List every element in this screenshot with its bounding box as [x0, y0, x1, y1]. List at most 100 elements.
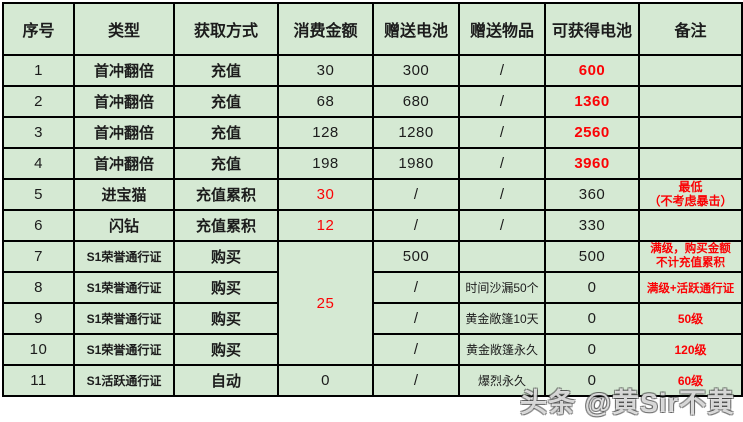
method-cell: 充值累积: [173, 178, 279, 211]
method-cell: 自动: [173, 364, 279, 397]
gift-item-cell: 爆烈永久: [458, 364, 546, 397]
type-cell: S1荣誉通行证: [73, 302, 175, 335]
gift-battery-cell: /: [372, 209, 460, 242]
table-row: 1 首冲翻倍 充值 30 300 / 600: [2, 54, 743, 87]
seq-cell: 4: [2, 147, 75, 180]
battery-total-cell: 2560: [544, 116, 640, 149]
header-seq: 序号: [2, 2, 75, 56]
battery-total-cell: 500: [544, 240, 640, 273]
header-battery-total: 可获得电池: [544, 2, 640, 56]
gift-item-cell: /: [458, 178, 546, 211]
remark-cell: [638, 116, 743, 149]
header-type: 类型: [73, 2, 175, 56]
gift-battery-cell: /: [372, 178, 460, 211]
remark-cell: 120级: [638, 333, 743, 366]
gift-battery-cell: /: [372, 333, 460, 366]
gift-item-cell: 黄金敞篷10天: [458, 302, 546, 335]
seq-cell: 1: [2, 54, 75, 87]
battery-total-cell: 360: [544, 178, 640, 211]
seq-cell: 9: [2, 302, 75, 335]
gift-item-cell: /: [458, 209, 546, 242]
remark-cell: [638, 209, 743, 242]
spend-merged-cell: 25: [277, 240, 374, 366]
seq-cell: 6: [2, 209, 75, 242]
header-gift-item: 赠送物品: [458, 2, 546, 56]
header-row: 序号 类型 获取方式 消费金额 赠送电池 赠送物品 可获得电池 备注: [2, 2, 743, 56]
battery-total-cell: 330: [544, 209, 640, 242]
gift-battery-cell: /: [372, 271, 460, 304]
type-cell: 首冲翻倍: [73, 85, 175, 118]
gift-item-cell: /: [458, 116, 546, 149]
method-cell: 购买: [173, 240, 279, 273]
type-cell: 首冲翻倍: [73, 147, 175, 180]
gift-battery-cell: 500: [372, 240, 460, 273]
type-cell: S1荣誉通行证: [73, 240, 175, 273]
header-method: 获取方式: [173, 2, 279, 56]
type-cell: S1活跃通行证: [73, 364, 175, 397]
gift-battery-cell: /: [372, 302, 460, 335]
spend-cell: 0: [277, 364, 374, 397]
spend-cell: 128: [277, 116, 374, 149]
remark-cell: [638, 85, 743, 118]
gift-battery-cell: 1980: [372, 147, 460, 180]
seq-cell: 11: [2, 364, 75, 397]
table-row: 6 闪钻 充值累积 12 / / 330: [2, 209, 743, 242]
seq-cell: 7: [2, 240, 75, 273]
gift-item-cell: /: [458, 54, 546, 87]
table-row: 11 S1活跃通行证 自动 0 / 爆烈永久 0 60级: [2, 364, 743, 397]
table-row: 2 首冲翻倍 充值 68 680 / 1360: [2, 85, 743, 118]
gift-item-cell: /: [458, 85, 546, 118]
battery-total-cell: 3960: [544, 147, 640, 180]
method-cell: 充值: [173, 54, 279, 87]
method-cell: 购买: [173, 302, 279, 335]
type-cell: S1荣誉通行证: [73, 271, 175, 304]
gift-item-cell: /: [458, 147, 546, 180]
gift-item-cell: [458, 240, 546, 273]
type-cell: 闪钻: [73, 209, 175, 242]
header-spend: 消费金额: [277, 2, 374, 56]
battery-total-cell: 1360: [544, 85, 640, 118]
type-cell: S1荣誉通行证: [73, 333, 175, 366]
spend-cell: 30: [277, 178, 374, 211]
type-cell: 首冲翻倍: [73, 54, 175, 87]
seq-cell: 5: [2, 178, 75, 211]
table-row: 9 S1荣誉通行证 购买 / 黄金敞篷10天 0 50级: [2, 302, 743, 335]
method-cell: 充值: [173, 85, 279, 118]
header-remark: 备注: [638, 2, 743, 56]
seq-cell: 3: [2, 116, 75, 149]
battery-total-cell: 0: [544, 271, 640, 304]
battery-reward-table: 序号 类型 获取方式 消费金额 赠送电池 赠送物品 可获得电池 备注 1 首冲翻…: [2, 2, 743, 397]
battery-total-cell: 0: [544, 302, 640, 335]
method-cell: 充值: [173, 116, 279, 149]
remark-cell: 满级，购买金额 不计充值累积: [638, 240, 743, 273]
method-cell: 充值累积: [173, 209, 279, 242]
remark-cell: [638, 147, 743, 180]
seq-cell: 8: [2, 271, 75, 304]
gift-battery-cell: /: [372, 364, 460, 397]
seq-cell: 2: [2, 85, 75, 118]
spend-cell: 198: [277, 147, 374, 180]
method-cell: 充值: [173, 147, 279, 180]
remark-cell: 满级+活跃通行证: [638, 271, 743, 304]
seq-cell: 10: [2, 333, 75, 366]
spend-cell: 30: [277, 54, 374, 87]
table-row: 7 S1荣誉通行证 购买 25 500 500 满级，购买金额 不计充值累积: [2, 240, 743, 366]
table-row: 5 进宝猫 充值累积 30 / / 360 最低 （不考虑暴击）: [2, 178, 743, 211]
gift-battery-cell: 300: [372, 54, 460, 87]
battery-total-cell: 0: [544, 364, 640, 397]
type-cell: 首冲翻倍: [73, 116, 175, 149]
table-row: 8 S1荣誉通行证 购买 / 时间沙漏50个 0 满级+活跃通行证: [2, 271, 743, 304]
table-row: 4 首冲翻倍 充值 198 1980 / 3960: [2, 147, 743, 180]
type-cell: 进宝猫: [73, 178, 175, 211]
table-row: 3 首冲翻倍 充值 128 1280 / 2560: [2, 116, 743, 149]
gift-item-cell: 黄金敞篷永久: [458, 333, 546, 366]
table-row: 10 S1荣誉通行证 购买 / 黄金敞篷永久 0 120级: [2, 333, 743, 366]
gift-item-cell: 时间沙漏50个: [458, 271, 546, 304]
gift-battery-cell: 1280: [372, 116, 460, 149]
gift-battery-cell: 680: [372, 85, 460, 118]
remark-cell: 最低 （不考虑暴击）: [638, 178, 743, 211]
battery-total-cell: 0: [544, 333, 640, 366]
spend-cell: 12: [277, 209, 374, 242]
spend-cell: 68: [277, 85, 374, 118]
method-cell: 购买: [173, 271, 279, 304]
